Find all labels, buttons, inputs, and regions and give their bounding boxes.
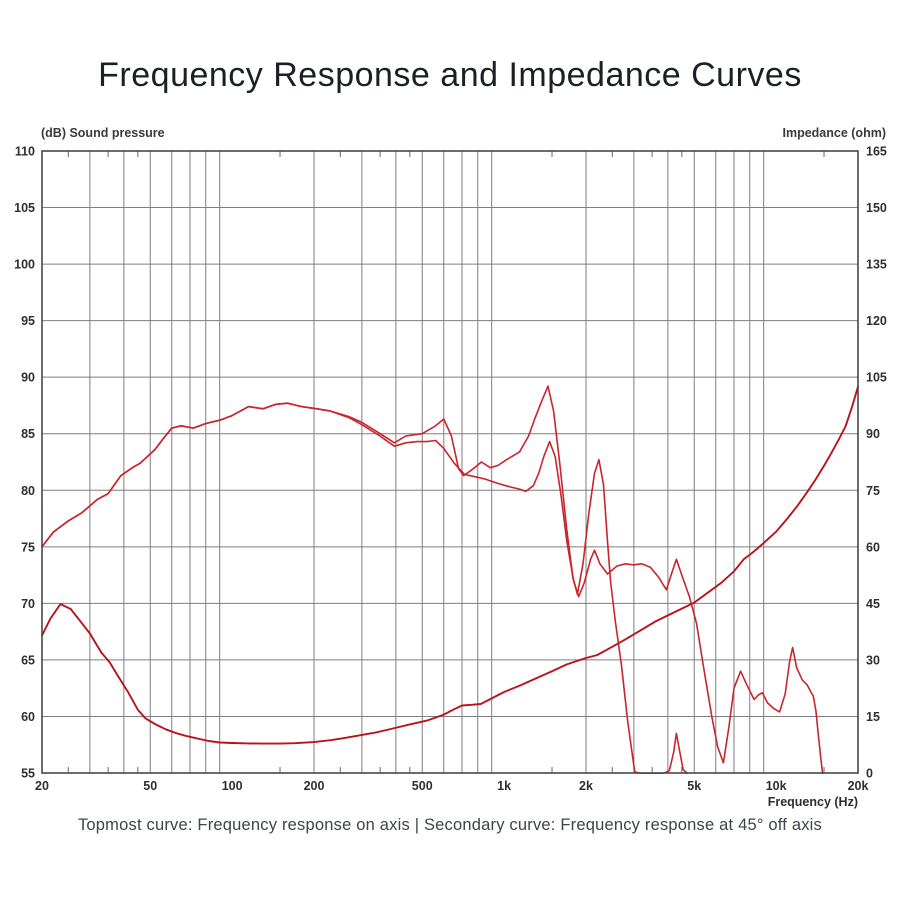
y-left-tick-label: 85 — [21, 427, 35, 441]
y-right-tick-label: 120 — [866, 314, 887, 328]
x-axis-title: Frequency (Hz) — [768, 795, 858, 809]
y-right-tick-label: 0 — [866, 767, 873, 781]
y-left-tick-label: 105 — [14, 201, 35, 215]
x-tick-label: 1k — [497, 779, 511, 793]
series-group — [41, 385, 859, 774]
y-left-tick-label: 55 — [21, 767, 35, 781]
y-left-tick-label: 70 — [21, 597, 35, 611]
y-right-tick-label: 165 — [866, 145, 887, 159]
y-right-tick-label: 105 — [866, 371, 887, 385]
chart-title: Frequency Response and Impedance Curves — [98, 56, 802, 94]
plot-border — [41, 150, 859, 774]
x-tick-label: 2k — [579, 779, 593, 793]
x-tick-label: 10k — [766, 779, 787, 793]
x-tick-label: 5k — [687, 779, 701, 793]
y-left-tick-label: 80 — [21, 484, 35, 498]
y-left-tick-label: 65 — [21, 653, 35, 667]
x-tick-label: 20k — [848, 779, 869, 793]
on-axis-curve — [41, 385, 688, 774]
x-tick-label: 50 — [143, 779, 157, 793]
y-left-tick-label: 75 — [21, 540, 35, 554]
y-right-tick-label: 90 — [866, 427, 880, 441]
y-right-tick-label: 60 — [866, 540, 880, 554]
right-axis-header: Impedance (ohm) — [782, 126, 887, 140]
y-right-tick-label: 75 — [866, 484, 880, 498]
left-axis-header: (dB) Sound pressure — [41, 126, 165, 140]
y-left-tick-label: 60 — [21, 710, 35, 724]
x-tick-label: 200 — [304, 779, 325, 793]
x-tick-label: 100 — [222, 779, 243, 793]
x-tick-label: 500 — [412, 779, 433, 793]
impedance-curve — [41, 385, 859, 745]
y-right-tick-label: 15 — [866, 710, 880, 724]
y-left-tick-label: 90 — [21, 371, 35, 385]
y-right-tick-label: 135 — [866, 258, 887, 272]
grid — [42, 151, 858, 773]
y-left-tick-label: 95 — [21, 314, 35, 328]
off-axis-curve — [41, 402, 824, 774]
y-right-tick-label: 45 — [866, 597, 880, 611]
y-left-tick-label: 110 — [15, 145, 35, 159]
y-left-tick-label: 100 — [14, 258, 35, 272]
chart-caption: Topmost curve: Frequency response on axi… — [77, 816, 823, 834]
x-tick-label: 20 — [35, 779, 49, 793]
y-right-tick-label: 150 — [866, 201, 887, 215]
y-right-tick-label: 30 — [866, 653, 880, 667]
axis-labels: 1101051009590858075706560551651501351201… — [14, 145, 887, 810]
